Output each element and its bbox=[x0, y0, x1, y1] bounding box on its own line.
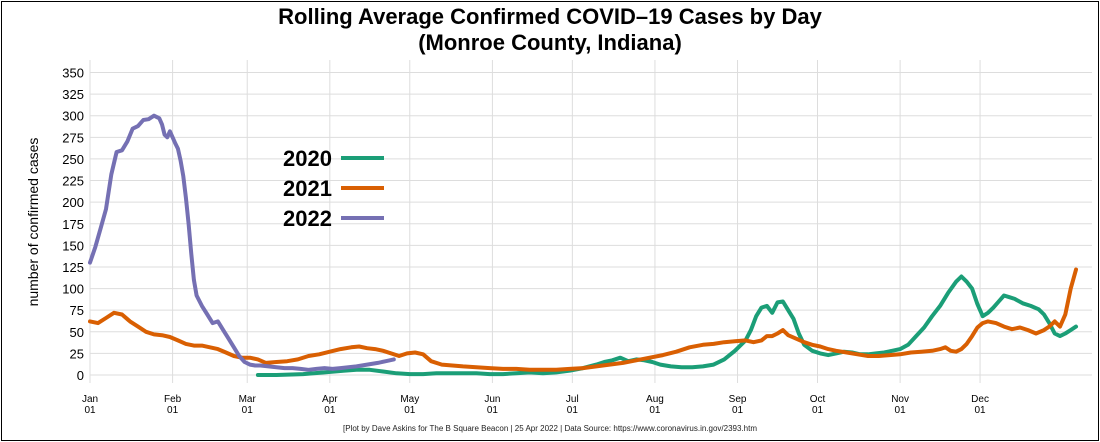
footer-credit: [Plot by Dave Askins for The B Square Be… bbox=[342, 424, 757, 433]
y-tick-label: 350 bbox=[62, 66, 84, 81]
y-tick-label: 175 bbox=[62, 217, 84, 232]
x-tick-day: 01 bbox=[567, 405, 579, 416]
y-tick-label: 275 bbox=[62, 130, 84, 145]
y-axis-label: number of confirmed cases bbox=[25, 138, 41, 307]
y-tick-label: 150 bbox=[62, 238, 84, 253]
y-tick-label: 50 bbox=[70, 325, 84, 340]
y-tick-label: 325 bbox=[62, 87, 84, 102]
y-tick-label: 100 bbox=[62, 282, 84, 297]
x-tick-day: 01 bbox=[974, 405, 986, 416]
y-tick-label: 25 bbox=[70, 346, 84, 361]
chart-title: Rolling Average Confirmed COVID–19 Cases… bbox=[0, 4, 1100, 56]
y-tick-label: 125 bbox=[62, 260, 84, 275]
x-tick-month: Jan bbox=[82, 394, 98, 405]
y-tick-label: 75 bbox=[70, 303, 84, 318]
series-line-2021 bbox=[88, 267, 1078, 372]
x-tick-day: 01 bbox=[404, 405, 416, 416]
series-lines bbox=[88, 113, 1078, 377]
x-tick-month: Dec bbox=[971, 394, 989, 405]
y-tick-label: 300 bbox=[62, 109, 84, 124]
x-tick-month: Sep bbox=[729, 394, 747, 405]
y-tick-label: 200 bbox=[62, 195, 84, 210]
series-line-2020 bbox=[255, 274, 1078, 377]
legend-label-2021: 2021 bbox=[283, 176, 332, 201]
x-tick-day: 01 bbox=[84, 405, 96, 416]
x-tick-month: May bbox=[400, 394, 419, 405]
x-tick-day: 01 bbox=[649, 405, 661, 416]
y-tick-label: 250 bbox=[62, 152, 84, 167]
series-line-2022 bbox=[88, 113, 396, 372]
x-tick-day: 01 bbox=[242, 405, 254, 416]
x-tick-day: 01 bbox=[487, 405, 499, 416]
chart-title-line1: Rolling Average Confirmed COVID–19 Cases… bbox=[278, 4, 822, 29]
legend-label-2022: 2022 bbox=[283, 206, 332, 231]
x-tick-day: 01 bbox=[812, 405, 824, 416]
x-tick-month: Jun bbox=[484, 394, 500, 405]
x-tick-month: Nov bbox=[891, 394, 909, 405]
axes: 0 25 50 75 100 125 150 175 200 225 250 275 300 325 350… bbox=[62, 66, 989, 417]
x-tick-month: Jul bbox=[566, 394, 579, 405]
x-tick-month: Oct bbox=[810, 394, 826, 405]
x-tick-day: 01 bbox=[324, 405, 336, 416]
chart-title-line2: (Monroe County, Indiana) bbox=[418, 30, 682, 55]
legend-label-2020: 2020 bbox=[283, 146, 332, 171]
x-tick-day: 01 bbox=[167, 405, 179, 416]
grid bbox=[89, 60, 1092, 383]
x-tick-month: Aug bbox=[646, 394, 664, 405]
y-tick-label: 225 bbox=[62, 174, 84, 189]
x-tick-month: Feb bbox=[164, 394, 182, 405]
x-tick-day: 01 bbox=[895, 405, 907, 416]
y-tick-label: 0 bbox=[77, 368, 84, 383]
x-tick-month: Mar bbox=[239, 394, 257, 405]
legend: 2020 2021 2022 bbox=[283, 146, 384, 231]
x-tick-day: 01 bbox=[732, 405, 744, 416]
x-tick-month: Apr bbox=[322, 394, 338, 405]
